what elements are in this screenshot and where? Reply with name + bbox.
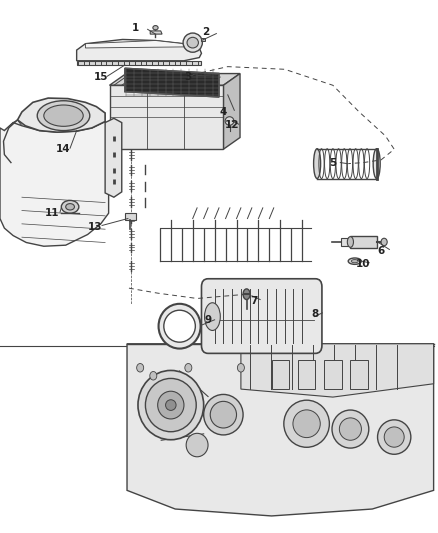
Text: 15: 15 <box>93 72 108 82</box>
Ellipse shape <box>66 204 74 210</box>
Polygon shape <box>85 41 184 48</box>
Text: 12: 12 <box>225 120 240 130</box>
Polygon shape <box>105 118 122 197</box>
Bar <box>324 360 342 389</box>
Ellipse shape <box>339 418 361 440</box>
Polygon shape <box>125 68 219 97</box>
Ellipse shape <box>186 433 208 457</box>
Ellipse shape <box>61 200 79 213</box>
Ellipse shape <box>153 26 158 30</box>
Ellipse shape <box>378 420 411 454</box>
Ellipse shape <box>384 427 404 447</box>
Text: 1: 1 <box>132 23 139 33</box>
Polygon shape <box>110 85 223 149</box>
Ellipse shape <box>183 33 202 52</box>
Text: 8: 8 <box>312 310 319 319</box>
Bar <box>125 213 136 220</box>
Text: 2: 2 <box>202 27 209 37</box>
Ellipse shape <box>373 149 380 179</box>
Bar <box>272 360 289 389</box>
Polygon shape <box>150 31 162 34</box>
Bar <box>298 360 315 389</box>
Ellipse shape <box>44 105 83 126</box>
Polygon shape <box>201 38 205 41</box>
Polygon shape <box>0 122 109 246</box>
Ellipse shape <box>159 304 201 349</box>
Ellipse shape <box>187 37 198 48</box>
Ellipse shape <box>145 378 196 432</box>
Polygon shape <box>241 344 434 397</box>
FancyBboxPatch shape <box>201 279 322 353</box>
Text: 4: 4 <box>220 107 227 117</box>
Polygon shape <box>223 74 240 149</box>
Text: 13: 13 <box>88 222 103 231</box>
Text: 11: 11 <box>45 208 60 218</box>
Text: 3: 3 <box>185 72 192 82</box>
Ellipse shape <box>150 372 157 380</box>
Ellipse shape <box>237 364 244 372</box>
Ellipse shape <box>158 391 184 419</box>
Bar <box>350 236 377 248</box>
Ellipse shape <box>164 310 195 342</box>
Bar <box>350 360 368 389</box>
Text: 7: 7 <box>251 296 258 306</box>
Ellipse shape <box>284 400 329 447</box>
Ellipse shape <box>225 117 234 125</box>
Polygon shape <box>77 61 201 65</box>
Text: 6: 6 <box>378 246 385 255</box>
Ellipse shape <box>205 303 220 330</box>
Bar <box>341 238 350 246</box>
Ellipse shape <box>293 410 320 438</box>
Ellipse shape <box>210 401 237 428</box>
Ellipse shape <box>166 400 176 410</box>
Ellipse shape <box>381 238 387 246</box>
Text: 10: 10 <box>356 259 371 269</box>
Ellipse shape <box>37 101 90 131</box>
Text: 5: 5 <box>329 158 336 167</box>
Ellipse shape <box>348 258 361 264</box>
Ellipse shape <box>138 370 204 440</box>
Polygon shape <box>0 120 22 144</box>
Ellipse shape <box>204 394 243 435</box>
Text: 9: 9 <box>205 315 212 325</box>
Ellipse shape <box>332 410 369 448</box>
Polygon shape <box>110 74 240 85</box>
Ellipse shape <box>314 149 321 179</box>
Ellipse shape <box>347 237 353 247</box>
Ellipse shape <box>137 364 144 372</box>
Ellipse shape <box>243 289 250 300</box>
Ellipse shape <box>185 364 192 372</box>
Polygon shape <box>127 344 434 516</box>
Polygon shape <box>77 39 201 61</box>
Ellipse shape <box>351 260 358 263</box>
Polygon shape <box>18 98 105 132</box>
Text: 14: 14 <box>56 144 71 154</box>
